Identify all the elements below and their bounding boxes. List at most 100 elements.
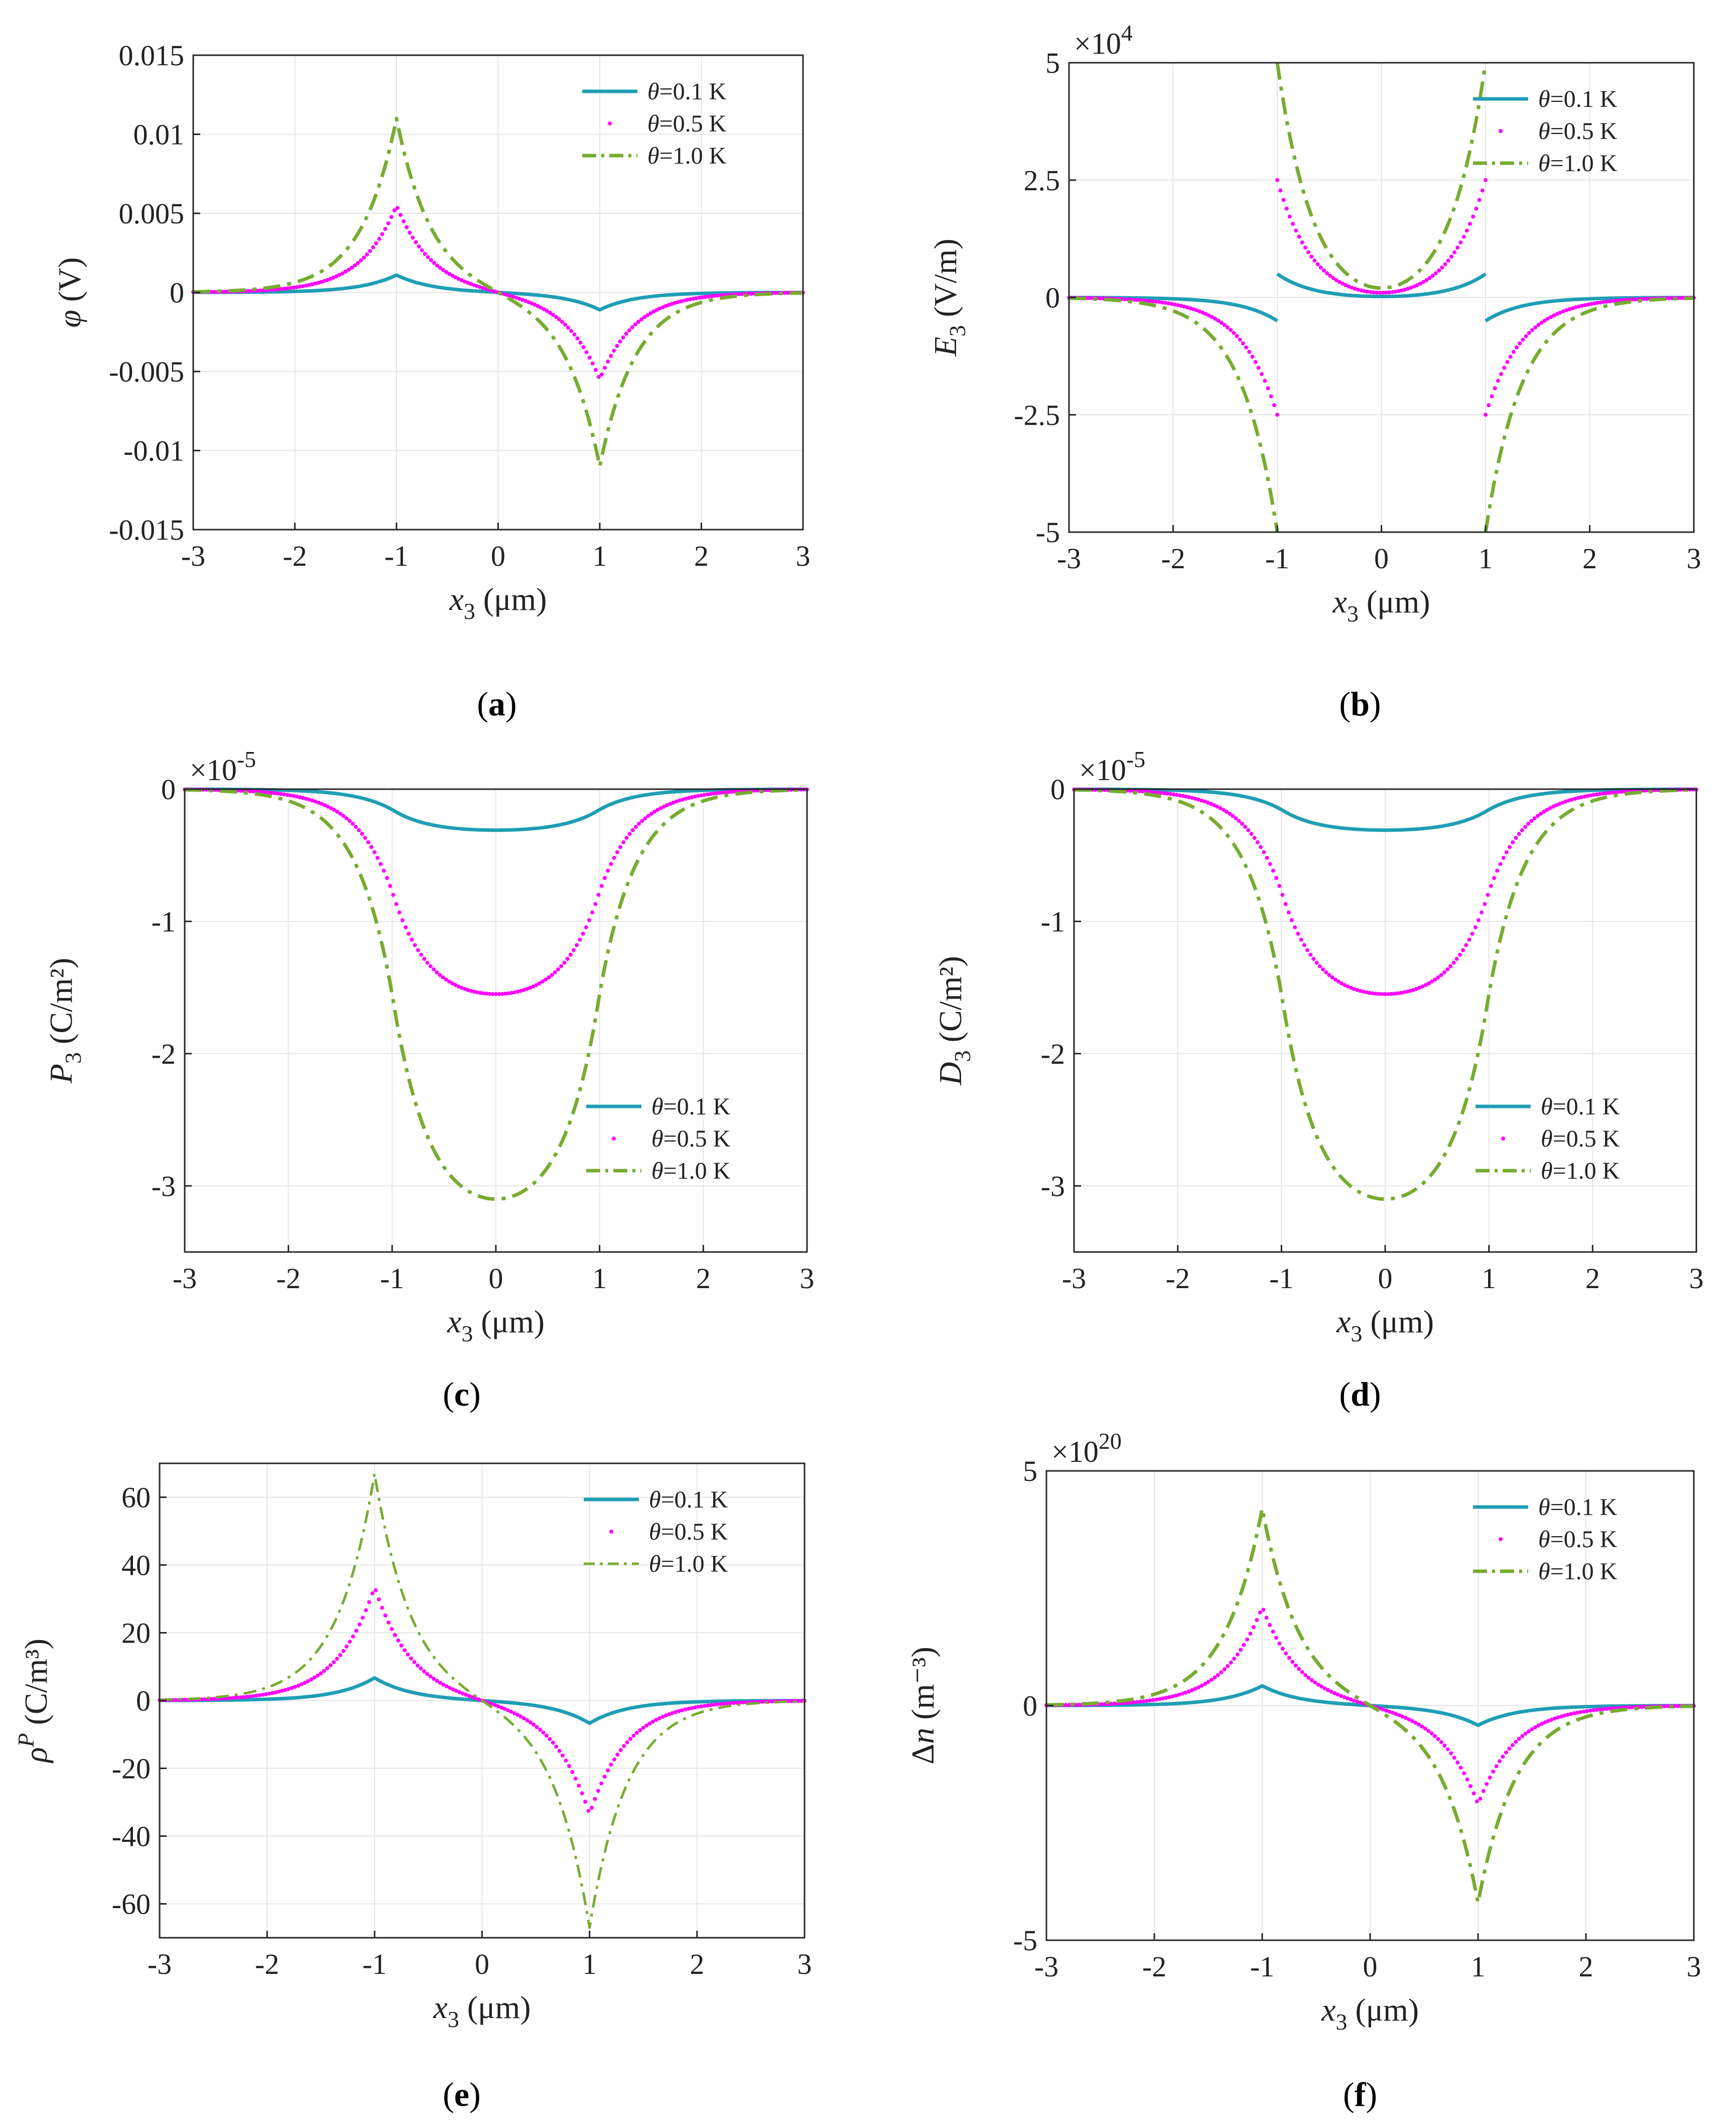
data-point xyxy=(1533,325,1538,330)
data-point xyxy=(1199,798,1204,803)
data-point xyxy=(378,862,383,866)
data-point xyxy=(529,301,534,306)
data-point xyxy=(539,305,543,310)
data-point xyxy=(618,1748,623,1753)
data-point xyxy=(562,960,567,965)
data-point xyxy=(288,793,293,798)
data-point xyxy=(1333,977,1338,982)
data-point xyxy=(367,1600,371,1604)
data-point xyxy=(1552,313,1556,318)
data-point xyxy=(1180,1691,1184,1696)
data-point xyxy=(1670,296,1674,300)
data-point xyxy=(640,819,644,823)
data-point xyxy=(350,821,355,826)
data-point xyxy=(522,1716,526,1720)
x-tick-label: 2 xyxy=(1585,1262,1600,1295)
x-tick-label: 2 xyxy=(696,1262,711,1295)
data-point xyxy=(615,850,619,854)
data-point xyxy=(374,241,378,245)
data-point xyxy=(1601,791,1605,796)
data-point xyxy=(1077,1703,1081,1707)
panel-c: -3 -2 -1 0 1 2 3 -3 -2 -1 0 ×10-5 x3 (μm) P3 (C/m²) θ=… xyxy=(43,746,815,1413)
data-point xyxy=(1676,296,1680,300)
data-point xyxy=(1529,819,1534,823)
data-point xyxy=(1489,884,1493,888)
data-point xyxy=(773,291,778,295)
data-point xyxy=(381,868,386,873)
data-point xyxy=(1191,307,1195,311)
data-point xyxy=(567,1764,571,1768)
data-point xyxy=(1575,1710,1579,1715)
data-point xyxy=(703,295,708,299)
data-point xyxy=(1182,304,1186,309)
data-point xyxy=(332,1660,336,1665)
data-point xyxy=(1399,288,1404,293)
data-point xyxy=(1394,1712,1398,1716)
data-point xyxy=(1549,1717,1554,1722)
data-point xyxy=(1417,985,1422,990)
data-point xyxy=(573,1776,578,1781)
data-point xyxy=(1549,315,1553,319)
x-tick-label: 0 xyxy=(1363,1950,1378,1983)
series-line xyxy=(1484,296,1694,533)
data-point xyxy=(1157,1697,1162,1701)
series-line xyxy=(184,788,808,1201)
data-point xyxy=(1611,299,1615,303)
y-tick-label: -20 xyxy=(112,1753,151,1785)
data-point xyxy=(615,1753,620,1757)
data-point xyxy=(536,304,540,308)
data-point xyxy=(1163,301,1167,305)
legend: θ=0.1 K θ=0.5 K θ=1.0 K xyxy=(1473,1494,1618,1585)
y-tick-label: 0 xyxy=(1050,773,1065,806)
data-point xyxy=(1578,1710,1583,1714)
data-point xyxy=(651,309,656,314)
data-point xyxy=(1471,214,1476,219)
data-point xyxy=(1297,1667,1301,1671)
data-point xyxy=(389,215,393,219)
data-point xyxy=(581,932,585,936)
data-point xyxy=(1356,288,1360,292)
data-point xyxy=(688,297,693,302)
data-point xyxy=(426,255,430,260)
data-point xyxy=(1237,819,1241,823)
legend-entry: θ=1.0 K xyxy=(649,1551,728,1577)
data-point xyxy=(280,287,284,291)
data-point xyxy=(411,235,415,240)
data-point xyxy=(315,1673,320,1678)
data-point xyxy=(1527,1729,1531,1733)
data-point xyxy=(1365,290,1370,294)
legend-entry: θ=0.1 K xyxy=(651,1093,731,1120)
data-point xyxy=(310,282,314,287)
data-point xyxy=(343,270,348,274)
data-point xyxy=(313,281,317,286)
y-tick-label: -1 xyxy=(152,905,176,938)
data-point xyxy=(1488,1775,1492,1780)
data-point xyxy=(628,1736,632,1741)
data-point xyxy=(696,794,700,798)
data-point xyxy=(660,1714,665,1719)
y-axis-label: φ (V) xyxy=(52,257,87,327)
y-axis-label: Δn (m⁻³) xyxy=(905,1647,941,1765)
data-point xyxy=(450,274,455,278)
data-point xyxy=(1557,802,1562,806)
data-point xyxy=(1355,988,1360,992)
data-point xyxy=(544,977,548,982)
data-point xyxy=(641,1725,645,1730)
data-point xyxy=(1346,984,1350,989)
data-point xyxy=(1166,301,1171,306)
data-point xyxy=(1209,802,1213,806)
data-point xyxy=(304,283,308,288)
data-point xyxy=(1371,991,1375,995)
data-point xyxy=(1172,302,1177,307)
data-point xyxy=(1300,1670,1304,1674)
data-point xyxy=(1194,308,1198,312)
data-point xyxy=(386,221,390,225)
data-point xyxy=(702,793,707,797)
data-point xyxy=(416,1663,420,1668)
data-point xyxy=(589,1806,594,1810)
data-point xyxy=(1581,1709,1586,1714)
data-point xyxy=(590,910,595,915)
data-point xyxy=(1241,341,1245,345)
data-point xyxy=(467,1694,471,1698)
data-point xyxy=(1478,1796,1483,1801)
